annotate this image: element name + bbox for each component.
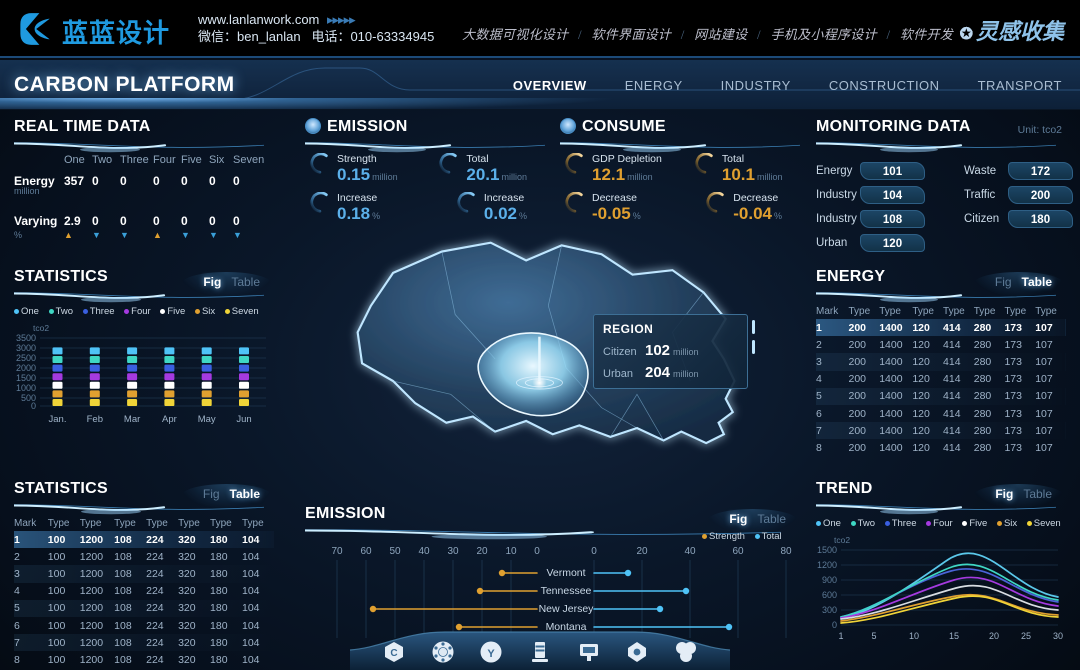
svg-text:3000: 3000 bbox=[16, 343, 36, 353]
svg-text:600: 600 bbox=[822, 590, 837, 600]
svg-text:15: 15 bbox=[949, 631, 959, 641]
svg-text:10: 10 bbox=[909, 631, 919, 641]
svg-text:40: 40 bbox=[418, 546, 430, 557]
svg-text:10: 10 bbox=[505, 546, 517, 557]
svg-text:0: 0 bbox=[591, 546, 597, 557]
svg-text:5: 5 bbox=[871, 631, 876, 641]
svg-text:80: 80 bbox=[780, 546, 792, 557]
svg-text:May: May bbox=[198, 414, 216, 425]
svg-text:60: 60 bbox=[360, 546, 372, 557]
svg-text:20: 20 bbox=[989, 631, 999, 641]
svg-text:70: 70 bbox=[331, 546, 343, 557]
svg-text:900: 900 bbox=[822, 575, 837, 585]
svg-text:40: 40 bbox=[684, 546, 696, 557]
svg-text:1500: 1500 bbox=[16, 373, 36, 383]
svg-text:60: 60 bbox=[732, 546, 744, 557]
svg-text:300: 300 bbox=[822, 605, 837, 615]
svg-text:Feb: Feb bbox=[87, 414, 103, 425]
svg-text:tco2: tco2 bbox=[33, 325, 49, 333]
svg-text:0: 0 bbox=[31, 401, 36, 411]
svg-text:1500: 1500 bbox=[817, 545, 837, 555]
svg-text:50: 50 bbox=[389, 546, 401, 557]
svg-text:Mar: Mar bbox=[124, 414, 140, 425]
svg-text:3500: 3500 bbox=[16, 333, 36, 343]
svg-text:1: 1 bbox=[838, 631, 843, 641]
svg-text:Y: Y bbox=[488, 648, 496, 660]
svg-text:Apr: Apr bbox=[162, 414, 177, 425]
svg-text:1200: 1200 bbox=[817, 560, 837, 570]
svg-text:30: 30 bbox=[447, 546, 459, 557]
svg-text:tco2: tco2 bbox=[834, 537, 850, 545]
svg-text:Jan.: Jan. bbox=[49, 414, 67, 425]
svg-text:2500: 2500 bbox=[16, 353, 36, 363]
svg-text:2000: 2000 bbox=[16, 363, 36, 373]
svg-text:0: 0 bbox=[832, 620, 837, 630]
svg-text:Vermont: Vermont bbox=[546, 567, 585, 579]
svg-text:Tennessee: Tennessee bbox=[541, 585, 592, 597]
svg-text:20: 20 bbox=[476, 546, 488, 557]
svg-text:1000: 1000 bbox=[16, 383, 36, 393]
svg-text:20: 20 bbox=[636, 546, 648, 557]
svg-text:C: C bbox=[390, 648, 397, 659]
svg-text:0: 0 bbox=[534, 546, 540, 557]
svg-text:30: 30 bbox=[1053, 631, 1063, 641]
svg-text:Jun: Jun bbox=[236, 414, 251, 425]
svg-text:25: 25 bbox=[1021, 631, 1031, 641]
